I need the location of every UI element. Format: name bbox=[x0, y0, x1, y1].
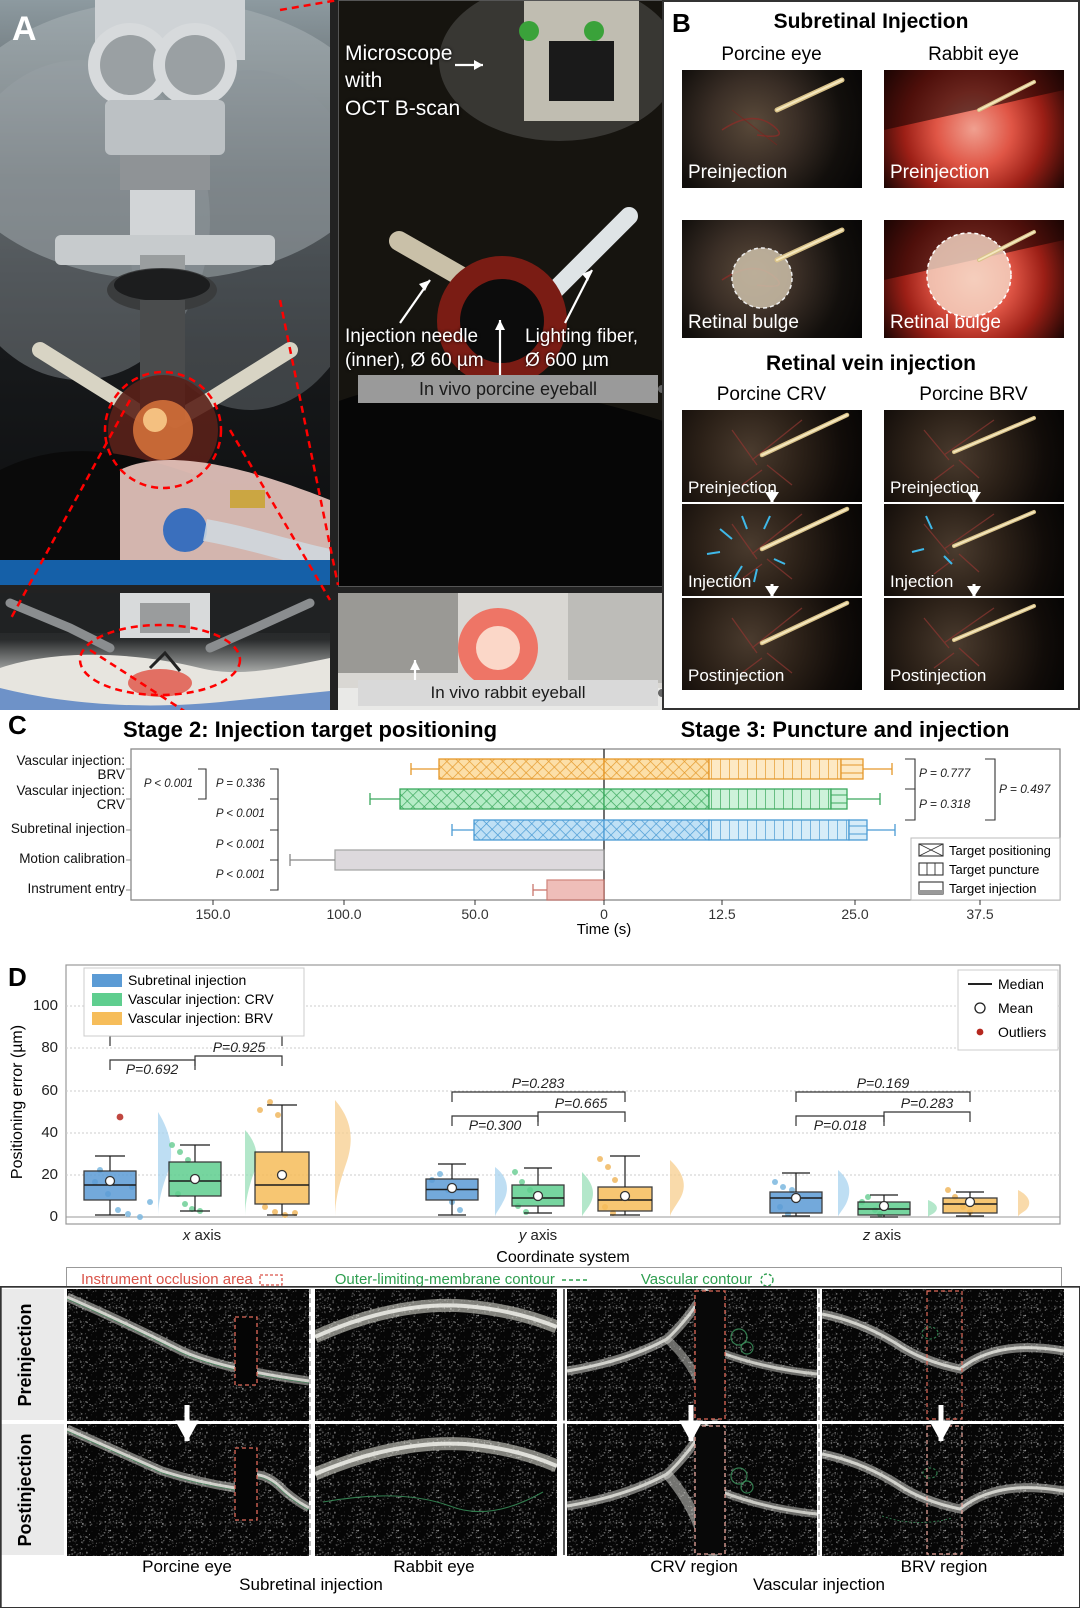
svg-text:Target injection: Target injection bbox=[949, 881, 1036, 896]
svg-text:Instrument entry: Instrument entry bbox=[27, 881, 125, 896]
svg-text:A: A bbox=[12, 10, 37, 48]
svg-text:Preinjection: Preinjection bbox=[688, 478, 777, 497]
svg-text:Median: Median bbox=[998, 976, 1044, 992]
svg-text:25.0: 25.0 bbox=[841, 906, 868, 922]
svg-text:50.0: 50.0 bbox=[461, 906, 488, 922]
svg-text:37.5: 37.5 bbox=[966, 906, 993, 922]
svg-text:P = 0.318: P = 0.318 bbox=[919, 797, 971, 811]
svg-text:Preinjection: Preinjection bbox=[890, 478, 979, 497]
svg-text:P = 0.777: P = 0.777 bbox=[919, 766, 972, 780]
svg-text:Injection: Injection bbox=[890, 572, 953, 591]
svg-text:P = 0.336: P = 0.336 bbox=[216, 778, 266, 790]
svg-text:Preinjection: Preinjection bbox=[688, 162, 787, 183]
svg-text:20: 20 bbox=[41, 1166, 58, 1183]
svg-text:CRV: CRV bbox=[97, 797, 125, 812]
svg-text:P < 0.001: P < 0.001 bbox=[216, 808, 265, 820]
svg-text:Motion calibration: Motion calibration bbox=[19, 851, 125, 866]
svg-text:0: 0 bbox=[600, 906, 608, 922]
svg-text:Preinjection: Preinjection bbox=[890, 162, 989, 183]
svg-text:Retinal bulge: Retinal bulge bbox=[688, 312, 799, 333]
svg-text:Stage 3: Puncture and injectio: Stage 3: Puncture and injection bbox=[681, 717, 1010, 742]
svg-text:12.5: 12.5 bbox=[708, 906, 735, 922]
svg-text:P=0.665: P=0.665 bbox=[555, 1095, 608, 1111]
svg-text:Subretinal injection: Subretinal injection bbox=[11, 821, 125, 836]
svg-text:P=0.283: P=0.283 bbox=[901, 1095, 954, 1111]
svg-text:y axis: y axis bbox=[518, 1227, 557, 1244]
svg-text:Target puncture: Target puncture bbox=[949, 862, 1039, 877]
svg-text:P < 0.001: P < 0.001 bbox=[216, 839, 265, 851]
svg-text:Outliers: Outliers bbox=[998, 1024, 1046, 1040]
svg-text:Postinjection: Postinjection bbox=[688, 666, 784, 685]
svg-text:P=0.300: P=0.300 bbox=[469, 1117, 522, 1133]
svg-text:100: 100 bbox=[33, 997, 58, 1014]
svg-text:P=0.692: P=0.692 bbox=[126, 1061, 179, 1077]
svg-text:Vascular injection:: Vascular injection: bbox=[16, 783, 125, 798]
svg-text:BRV: BRV bbox=[97, 767, 125, 782]
svg-text:40: 40 bbox=[41, 1124, 58, 1141]
svg-text:Vascular injection:: Vascular injection: bbox=[16, 753, 125, 768]
svg-text:P=0.169: P=0.169 bbox=[857, 1075, 910, 1091]
svg-text:Stage 2: Injection target posi: Stage 2: Injection target positioning bbox=[123, 717, 497, 742]
svg-text:80: 80 bbox=[41, 1039, 58, 1056]
svg-text:60: 60 bbox=[41, 1082, 58, 1099]
svg-text:100.0: 100.0 bbox=[326, 906, 361, 922]
svg-text:Mean: Mean bbox=[998, 1000, 1033, 1016]
svg-text:Subretinal injection: Subretinal injection bbox=[128, 972, 246, 988]
svg-text:P < 0.001: P < 0.001 bbox=[216, 869, 265, 881]
svg-text:z axis: z axis bbox=[862, 1227, 901, 1244]
svg-text:Vascular injection: CRV: Vascular injection: CRV bbox=[128, 991, 274, 1007]
svg-text:P=0.283: P=0.283 bbox=[512, 1075, 565, 1091]
svg-text:P=0.925: P=0.925 bbox=[213, 1039, 266, 1055]
svg-text:Time (s): Time (s) bbox=[577, 921, 631, 938]
svg-text:0: 0 bbox=[50, 1208, 58, 1225]
svg-text:Retinal bulge: Retinal bulge bbox=[890, 312, 1001, 333]
svg-text:Positioning error (µm): Positioning error (µm) bbox=[9, 1025, 26, 1179]
svg-text:x axis: x axis bbox=[182, 1227, 221, 1244]
svg-text:P=0.018: P=0.018 bbox=[814, 1117, 867, 1133]
svg-text:P = 0.497: P = 0.497 bbox=[999, 782, 1052, 796]
svg-text:Postinjection: Postinjection bbox=[890, 666, 986, 685]
svg-text:Injection: Injection bbox=[688, 572, 751, 591]
svg-text:Vascular injection: BRV: Vascular injection: BRV bbox=[128, 1010, 274, 1026]
svg-text:Target positioning: Target positioning bbox=[949, 843, 1051, 858]
svg-text:Preinjection: Preinjection bbox=[15, 1303, 35, 1406]
svg-text:P < 0.001: P < 0.001 bbox=[144, 778, 193, 790]
svg-text:Coordinate system: Coordinate system bbox=[496, 1249, 629, 1266]
svg-text:150.0: 150.0 bbox=[195, 906, 230, 922]
svg-text:Postinjection: Postinjection bbox=[15, 1433, 35, 1546]
